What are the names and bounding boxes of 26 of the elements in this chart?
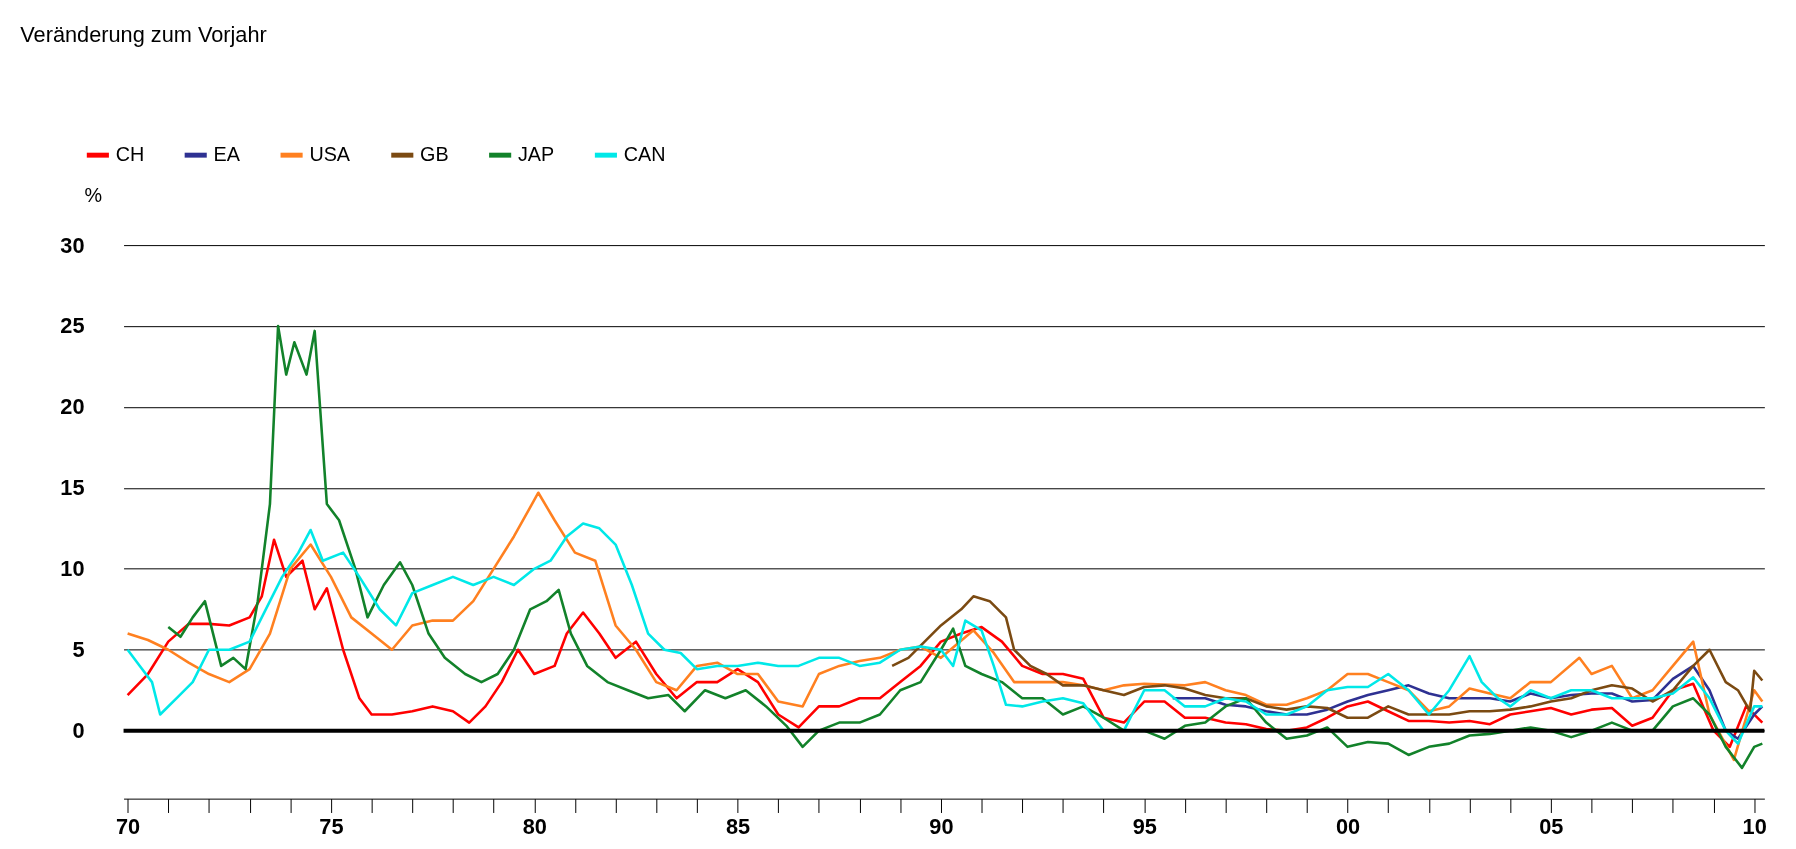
x-tick-label: 90 — [929, 813, 954, 839]
legend-label: EA — [213, 143, 241, 166]
line-series — [167, 324, 1764, 770]
x-tick-label: 10 — [1742, 813, 1767, 839]
line-series — [890, 595, 1764, 720]
legend-label: GB — [420, 143, 449, 166]
x-tick-label: 75 — [319, 813, 344, 839]
y-tick-label: 15 — [60, 475, 85, 501]
x-tick-label: 70 — [116, 813, 141, 839]
legend-label: CAN — [623, 143, 666, 166]
y-tick-label: 5 — [72, 637, 85, 663]
x-tick-label: 85 — [725, 813, 751, 839]
x-tick-label: 95 — [1132, 813, 1157, 839]
x-tick-label: 00 — [1335, 813, 1361, 839]
x-tick-label: 80 — [522, 813, 547, 839]
y-tick-label: 20 — [60, 394, 85, 420]
y-axis-title: % — [84, 184, 103, 207]
legend-label: CH — [115, 143, 145, 166]
y-tick-label: 30 — [60, 232, 85, 258]
y-tick-label: 25 — [60, 313, 85, 339]
legend-label: USA — [309, 143, 351, 166]
chart-title: Veränderung zum Vorjahr — [20, 22, 267, 48]
legend-label: JAP — [517, 143, 555, 166]
y-tick-label: 10 — [60, 556, 85, 582]
y-tick-label: 0 — [72, 718, 85, 744]
x-tick-label: 05 — [1539, 813, 1564, 839]
